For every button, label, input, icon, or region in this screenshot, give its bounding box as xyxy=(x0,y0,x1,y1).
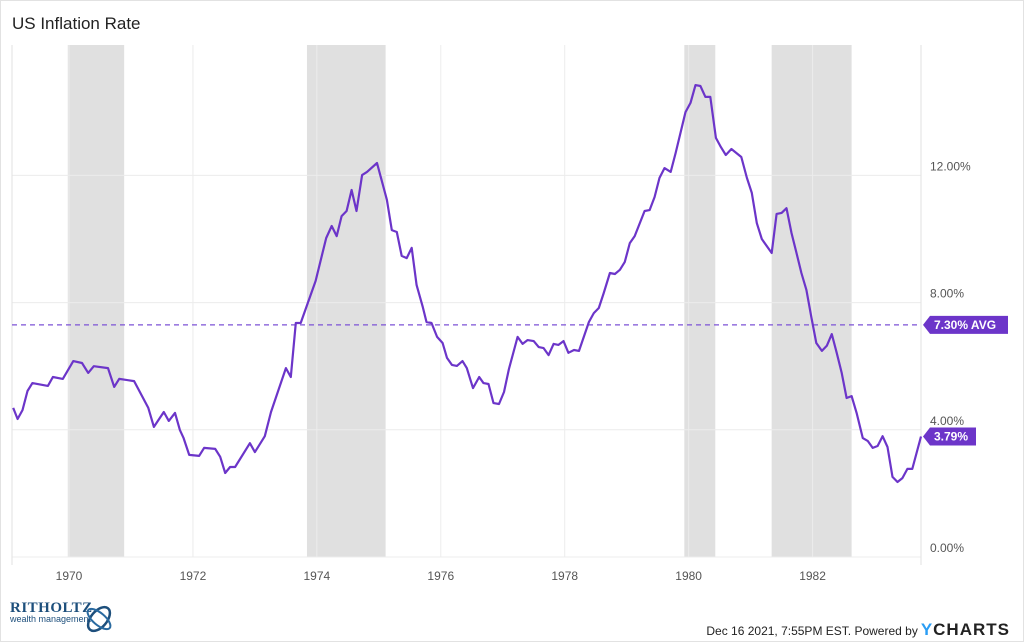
ritholtz-logo: RITHOLTZ wealth management xyxy=(10,600,93,624)
chart-plot: 0.00% 4.00% 8.00% 12.00% 1970 1972 1974 1976 197… xyxy=(11,45,1008,583)
recession-band xyxy=(771,45,852,557)
y-tick-label: 4.00% xyxy=(930,414,964,428)
x-tick-label: 1978 xyxy=(551,569,578,583)
x-tick-label: 1974 xyxy=(304,569,331,583)
footer-attribution: Dec 16 2021, 7:55PM EST. Powered by YCHA… xyxy=(706,620,1010,640)
x-tick-label: 1970 xyxy=(56,569,83,583)
y-tick-label: 8.00% xyxy=(930,287,964,301)
y-tick-label: 12.00% xyxy=(930,159,971,173)
last-value-badge xyxy=(923,427,976,446)
x-tick-label: 1976 xyxy=(427,569,454,583)
logo-name: RITHOLTZ xyxy=(10,600,93,616)
ycharts-logo[interactable]: YCHARTS xyxy=(920,620,1010,639)
recession-band xyxy=(306,45,386,557)
timestamp: Dec 16 2021, 7:55PM EST. Powered by xyxy=(706,624,918,638)
logo-emblem-icon xyxy=(86,605,112,633)
x-tick-label: 1982 xyxy=(799,569,826,583)
x-tick-label: 1980 xyxy=(675,569,702,583)
recession-band xyxy=(684,45,716,557)
chart-title: US Inflation Rate xyxy=(12,14,141,33)
x-tick-label: 1972 xyxy=(180,569,207,583)
average-badge xyxy=(923,315,1008,334)
logo-subtitle: wealth management xyxy=(10,614,92,624)
average-label: 7.30% AVG xyxy=(934,318,996,332)
inflation-rate-line xyxy=(12,83,923,484)
last-value-label: 3.79% xyxy=(934,429,968,443)
y-tick-label: 0.00% xyxy=(930,541,964,555)
recession-band xyxy=(67,45,125,557)
